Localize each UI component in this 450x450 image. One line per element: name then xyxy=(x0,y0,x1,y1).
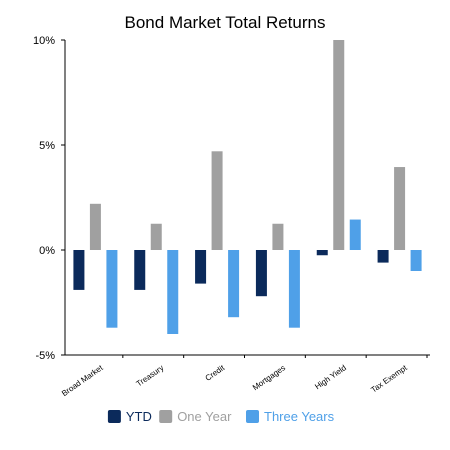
x-tick-label: Mortgages xyxy=(251,363,287,392)
bar xyxy=(134,250,146,290)
bar xyxy=(106,250,118,328)
bar xyxy=(167,250,179,334)
chart-title: Bond Market Total Returns xyxy=(125,13,326,32)
bar xyxy=(89,203,101,250)
y-tick-label: 5% xyxy=(39,140,55,152)
legend-label: Three Years xyxy=(264,409,335,424)
y-tick-label: -5% xyxy=(35,350,55,362)
bar xyxy=(349,219,361,250)
y-tick-label: 0% xyxy=(39,245,55,257)
x-tick-label: Tax Exempt xyxy=(369,363,409,395)
legend-swatch xyxy=(159,410,173,423)
bar xyxy=(410,250,422,271)
x-tick-label: Broad Market xyxy=(60,363,105,398)
legend-label: One Year xyxy=(177,409,232,424)
y-tick-label: 10% xyxy=(33,35,55,47)
legend-swatch xyxy=(107,410,121,423)
plot-area: 10% 5% 0% -5% Broad Market Treasury Credit Mort… xyxy=(33,35,430,398)
bar xyxy=(333,40,345,250)
bar xyxy=(73,250,85,290)
bar xyxy=(195,250,207,284)
legend-label: YTD xyxy=(126,409,152,424)
x-tick-label: Credit xyxy=(204,363,227,383)
bar xyxy=(316,250,328,256)
legend: YTD One Year Three Years xyxy=(107,409,335,424)
bar xyxy=(288,250,300,328)
bar xyxy=(377,250,389,263)
x-tick-label: Treasury xyxy=(135,363,166,388)
x-tick-label: High Yield xyxy=(313,363,348,391)
bar xyxy=(255,250,267,297)
bar xyxy=(228,250,240,318)
bar xyxy=(211,151,223,250)
bar xyxy=(150,223,162,250)
bar xyxy=(394,167,406,250)
bar xyxy=(272,223,284,250)
legend-swatch xyxy=(246,410,259,423)
